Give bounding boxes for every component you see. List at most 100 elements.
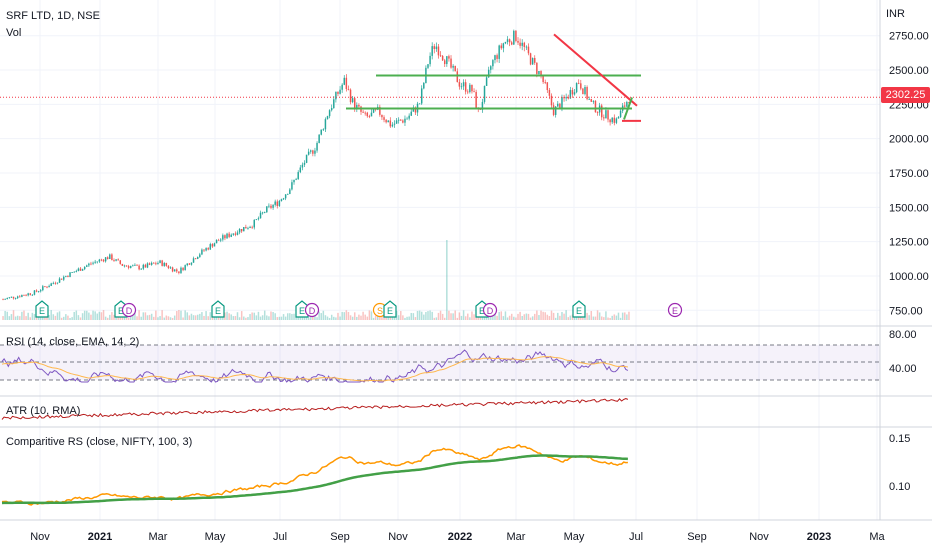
candle-body: [448, 56, 450, 59]
volume-bar: [500, 311, 503, 320]
earnings-marker[interactable]: E: [572, 300, 586, 318]
earnings-marker[interactable]: E: [35, 300, 49, 318]
volume-bar: [167, 316, 170, 320]
price-axis[interactable]: 2750.002500.002250.002000.001750.001500.…: [0, 31, 929, 318]
rsi-label: RSI (14, close, EMA, 14, 2): [6, 336, 140, 348]
price-tick-label: 750.00: [889, 305, 923, 317]
candle-body: [506, 39, 509, 42]
candle-body: [594, 100, 597, 113]
dividend-marker[interactable]: D: [304, 302, 320, 318]
candle-body: [450, 58, 452, 68]
candle-body: [184, 265, 186, 271]
candle-body: [402, 120, 404, 123]
crs-label: Comparitive RS (close, NIFTY, 100, 3): [6, 436, 193, 448]
candle-body: [94, 261, 96, 263]
candle-body: [280, 199, 283, 201]
volume-bar: [148, 314, 151, 320]
dividend-marker[interactable]: D: [482, 302, 498, 318]
candle-body: [324, 119, 327, 130]
time-tick-label: Sep: [330, 531, 350, 543]
candle-body: [322, 129, 325, 131]
candle-body: [565, 97, 567, 99]
volume-bar: [90, 314, 92, 320]
marker-letter: D: [309, 306, 316, 316]
volume-bar: [65, 314, 67, 320]
candle-body: [406, 118, 408, 120]
candle-body: [575, 82, 578, 93]
candle-body: [521, 42, 523, 46]
atr-line: [1, 398, 629, 420]
volume-bar: [79, 317, 82, 320]
volume-bar: [552, 312, 555, 320]
candle-body: [534, 57, 536, 63]
volume-bar: [196, 314, 199, 320]
marker-shape: [572, 300, 586, 318]
volume-bar: [538, 315, 540, 320]
volume-bar: [282, 314, 285, 320]
candle-body: [205, 248, 207, 251]
candle-body: [129, 266, 132, 268]
volume-bar: [603, 317, 605, 320]
volume-bar: [353, 312, 356, 320]
volume-bar: [100, 312, 103, 320]
volume-bar: [73, 311, 75, 320]
pane-separators[interactable]: [0, 0, 932, 521]
candle-body: [163, 263, 165, 266]
candle-body: [228, 233, 230, 237]
volume-bar: [136, 316, 138, 320]
dividend-marker[interactable]: E: [667, 302, 683, 318]
earnings-marker[interactable]: E: [383, 300, 397, 318]
atr-label: ATR (10, RMA): [6, 405, 81, 417]
candle-body: [236, 232, 239, 235]
volume-bar: [318, 311, 320, 320]
volume-bar: [414, 317, 417, 320]
candle-body: [293, 179, 295, 183]
volume-bar: [437, 312, 440, 320]
candle-body: [573, 92, 576, 95]
candle-body: [617, 117, 620, 119]
volume-bar: [557, 312, 559, 320]
drawings[interactable]: [346, 33, 641, 122]
volume-bar: [67, 315, 69, 320]
candle-body: [473, 91, 475, 93]
earnings-marker[interactable]: E: [295, 300, 309, 318]
candle-body: [180, 267, 182, 273]
candle-body: [510, 42, 513, 45]
candle-body: [554, 106, 557, 115]
volume-bar: [504, 311, 507, 320]
candle-body: [494, 55, 496, 61]
volume-bar: [496, 315, 498, 320]
volume-bar: [546, 314, 549, 320]
volume-bar: [513, 316, 515, 320]
candle-body: [121, 263, 124, 266]
marker-letter: E: [299, 306, 305, 316]
volume-bar: [548, 316, 551, 320]
crs-line: [1, 444, 628, 506]
volume-bar: [163, 317, 165, 320]
dividend-marker[interactable]: D: [121, 302, 137, 318]
candle-body: [492, 60, 494, 67]
time-axis[interactable]: Nov 2021 Mar May Jul Sep Nov 2022 Mar May Jul Sep No…: [30, 531, 885, 543]
volume-bar: [423, 314, 425, 320]
candle-body: [536, 62, 538, 74]
volume-bar: [155, 310, 157, 320]
volume-bar: [613, 314, 616, 320]
candle-body: [569, 90, 572, 99]
volume-bar: [266, 315, 268, 320]
volume-bar: [81, 313, 84, 320]
candle-body: [295, 179, 297, 181]
candle-body: [136, 264, 138, 266]
crs-ma-line: [1, 454, 628, 505]
candle-body: [523, 42, 526, 47]
earnings-marker[interactable]: E: [211, 300, 225, 318]
volume-bar: [368, 310, 371, 320]
candle-body: [266, 206, 268, 213]
candle-body: [370, 112, 373, 117]
time-tick-label: Ma: [869, 531, 885, 543]
candle-body: [127, 266, 130, 268]
volume-bar: [335, 317, 337, 320]
price-tick-label: 2000.00: [889, 134, 929, 146]
volume-bar: [274, 313, 276, 320]
